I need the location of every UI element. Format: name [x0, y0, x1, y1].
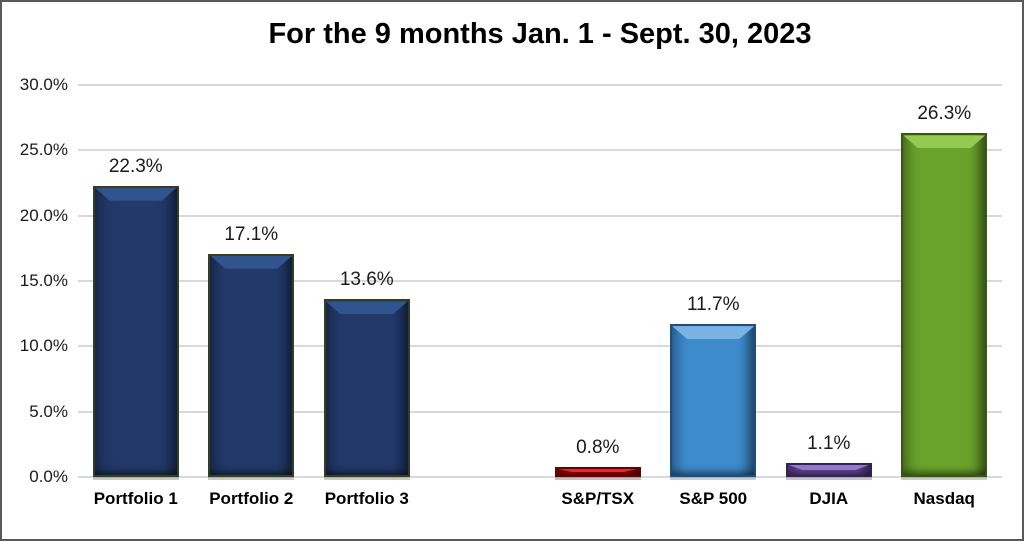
bar-slot-nasdaq: 26.3% [887, 85, 1003, 480]
gridline-10.0pct [78, 345, 1002, 347]
bar-value-label-nasdaq: 26.3% [917, 103, 972, 125]
bar-value-label-portfolio-2: 17.1% [224, 223, 279, 245]
bar-slot-portfolio-3: 13.6% [309, 85, 425, 480]
bar-slot-s-p-tsx: 0.8% [540, 85, 656, 480]
plot-area: 0.0% 5.0% 10.0% 15.0% 20.0% 25.0% 30.0% 22.3% 1… [20, 75, 1003, 508]
bar-slot-s-p-500: 11.7% [656, 85, 772, 480]
bar-value-label-portfolio-3: 13.6% [339, 269, 394, 291]
y-tick-label: 15.0% [19, 271, 68, 290]
bars-container: 22.3% 17.1% 13.6% 0.8% 11.7% 1.1% 26.3% [78, 85, 1003, 481]
bar-value-label-portfolio-1: 22.3% [108, 155, 163, 177]
y-tick-label: 20.0% [19, 206, 68, 225]
x-axis-label-s-p-500: S&P 500 [679, 489, 748, 508]
y-tick-label: 10.0% [19, 336, 68, 355]
gridline-30.0pct [78, 84, 1002, 86]
bar-value-label-s-p-500: 11.7% [687, 294, 740, 316]
bar-value-label-s-p-tsx: 0.8% [576, 436, 620, 458]
bar-bevel-highlight [557, 469, 639, 473]
bar-slot-djia: 1.1% [771, 85, 887, 481]
bar-portfolio-3 [323, 299, 410, 480]
bar-bevel-highlight [326, 301, 408, 314]
bar-s-p-500 [670, 324, 757, 480]
bar-slot-portfolio-2: 17.1% [194, 85, 310, 481]
chart-title: For the 9 months Jan. 1 - Sept. 30, 2023 [268, 18, 812, 50]
y-tick-label: 0.0% [29, 467, 68, 486]
x-axis-label-portfolio-2: Portfolio 2 [209, 489, 294, 508]
y-tick-label: 30.0% [19, 75, 68, 94]
y-tick-label: 25.0% [19, 140, 68, 159]
bar-djia [785, 462, 872, 481]
bar-slot-empty [425, 85, 541, 477]
bar-nasdaq [901, 133, 988, 480]
bar-bevel-highlight [95, 188, 177, 201]
x-axis-label-s-p-tsx: S&P/TSX [561, 489, 635, 508]
gridline-0.0pct [78, 476, 1002, 478]
bar-bevel-highlight [210, 256, 292, 269]
x-axis-label-portfolio-3: Portfolio 3 [324, 489, 409, 508]
gridline-5.0pct [78, 411, 1002, 413]
bar-portfolio-2 [208, 253, 295, 481]
x-axis-label-empty [425, 489, 541, 509]
bar-bevel-highlight [672, 326, 754, 339]
bar-bevel-highlight [788, 465, 870, 471]
bar-portfolio-1 [92, 185, 179, 481]
gridline-25.0pct [78, 149, 1002, 151]
x-axis-label-nasdaq: Nasdaq [913, 489, 975, 508]
gridline-15.0pct [78, 280, 1002, 282]
gridline-20.0pct [78, 215, 1002, 217]
bar-value-label-djia: 1.1% [807, 432, 851, 454]
x-axis-labels: Portfolio 1 Portfolio 2 Portfolio 3 S&P/TSX… [78, 489, 1002, 509]
bar-slot-portfolio-1: 22.3% [78, 85, 194, 481]
x-axis-label-portfolio-1: Portfolio 1 [93, 489, 178, 508]
x-axis-label-djia: DJIA [809, 489, 849, 508]
bar-bevel-highlight [903, 135, 985, 148]
bar-s-p-tsx [554, 466, 641, 480]
y-tick-label: 5.0% [29, 402, 68, 421]
